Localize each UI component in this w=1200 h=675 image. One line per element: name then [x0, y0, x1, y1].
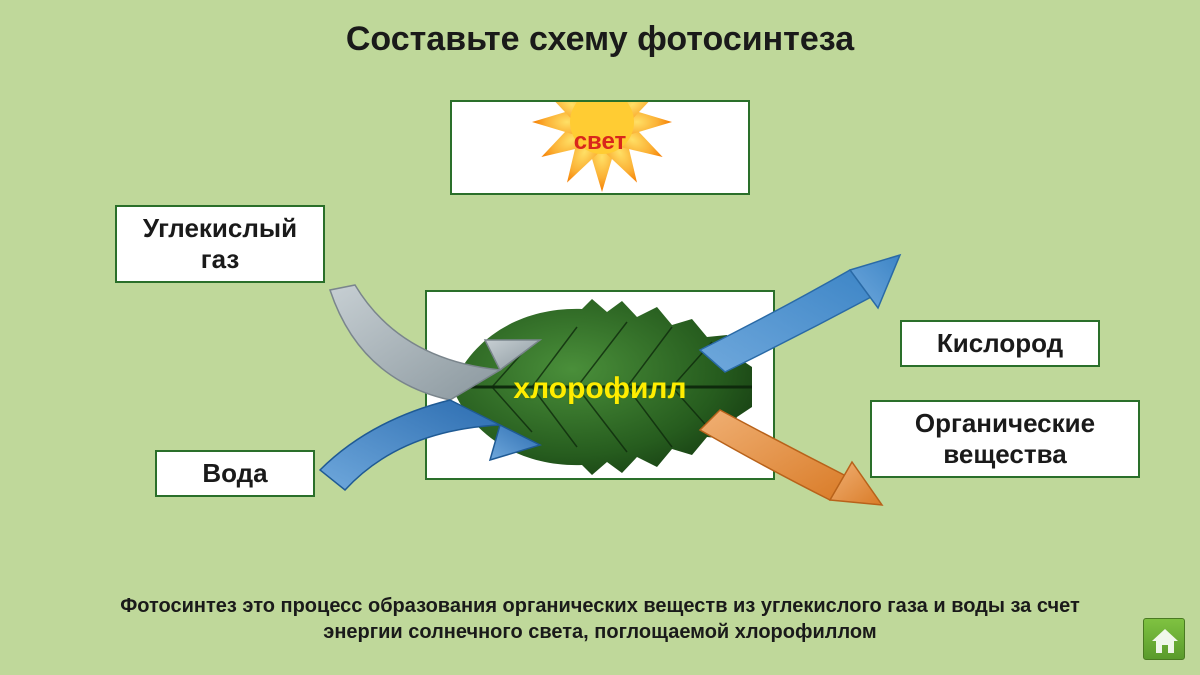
home-icon[interactable] [1143, 618, 1185, 660]
arrow-organic [700, 410, 882, 505]
arrow-water [320, 400, 540, 490]
leaf-label: хлорофилл [427, 372, 773, 406]
arrow-oxygen [700, 255, 900, 372]
bottom-description: Фотосинтез это процесс образования орган… [80, 593, 1120, 645]
arrows-layer [0, 0, 1200, 675]
sun-label: свет [452, 128, 748, 156]
